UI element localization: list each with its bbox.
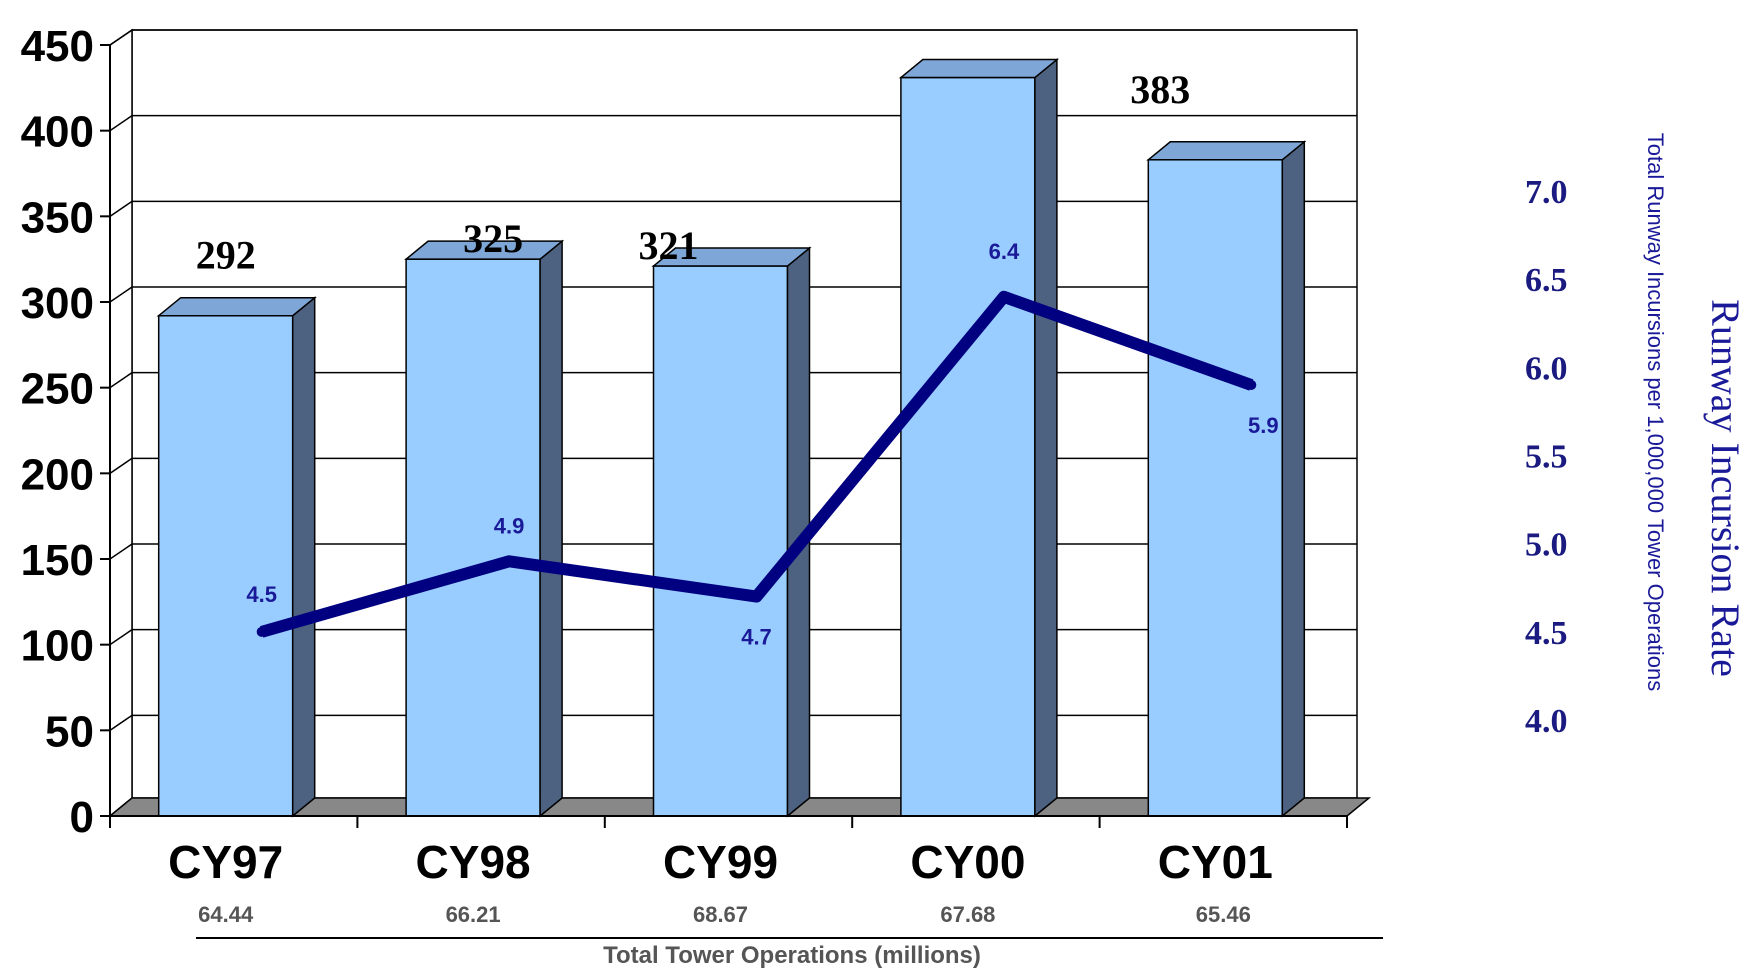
bar-front — [405, 258, 541, 817]
bar-front — [1147, 159, 1284, 817]
left-tick-label: 100 — [21, 622, 94, 671]
tower-operations-value: 64.44 — [198, 902, 254, 927]
category-label: CY97 — [168, 836, 283, 888]
tower-operations-value: 68.67 — [693, 902, 748, 927]
left-tick-label: 400 — [21, 108, 94, 157]
bar-value-label: 383 — [1130, 67, 1190, 112]
bar-cy98 — [403, 239, 565, 818]
left-tick-label: 150 — [21, 536, 94, 585]
bar-front — [652, 265, 789, 817]
right-axis-subtitle: Total Runway Incursions per 1,000,000 To… — [1643, 133, 1668, 691]
right-axis-title: Runway Incursion Rate — [1703, 299, 1748, 677]
rate-line — [256, 290, 1257, 638]
bar-front — [157, 314, 294, 817]
bar-top — [403, 240, 565, 260]
bar-side — [291, 296, 316, 818]
right-tick-label: 6.5 — [1525, 262, 1568, 299]
bars — [156, 57, 1307, 818]
left-tick-label: 300 — [21, 279, 94, 328]
right-tick-label: 7.0 — [1525, 174, 1568, 211]
tower-operations-title: Total Tower Operations (millions) — [603, 942, 981, 969]
category-label: CY00 — [910, 836, 1025, 888]
rate-point — [256, 626, 267, 637]
category-label: CY01 — [1158, 836, 1273, 888]
right-tick-label: 5.0 — [1525, 527, 1568, 564]
bar-cy99 — [651, 246, 812, 818]
rate-value-label: 4.7 — [741, 625, 772, 650]
bar-cy00 — [898, 57, 1060, 818]
rate-point — [504, 556, 515, 567]
gridline-side — [109, 29, 133, 46]
rate-point — [998, 291, 1009, 302]
rate-value-label: 4.5 — [246, 582, 277, 607]
right-tick-label: 4.5 — [1525, 615, 1568, 652]
left-tick-label: 200 — [21, 450, 94, 499]
gridline-side — [109, 372, 133, 389]
left-tick-label: 0 — [70, 793, 94, 842]
bar-side — [1281, 140, 1306, 818]
category-label: CY99 — [663, 836, 778, 888]
tower-operations-value: 65.46 — [1196, 902, 1251, 927]
bar-top — [898, 58, 1060, 79]
gridline-side — [109, 629, 133, 646]
gridline-side — [109, 543, 133, 560]
category-label: CY98 — [416, 836, 531, 888]
bar-side — [539, 239, 563, 818]
rate-value-label: 6.4 — [989, 239, 1020, 264]
tower-operations-value: 66.21 — [446, 902, 501, 927]
x-axis: CY97 64.44 CY98 66.21 CY99 68.67 CY00 67.68 CY01… — [109, 815, 1383, 939]
left-tick-label: 250 — [21, 365, 94, 414]
bar-front — [900, 76, 1036, 817]
plot-side-wall — [109, 28, 133, 818]
gridline-side — [109, 200, 133, 217]
rate-point — [1246, 379, 1257, 390]
gridline-side — [109, 714, 133, 731]
rate-value-label: 5.9 — [1248, 413, 1279, 438]
data-labels: 2923253214313834.54.94.76.45.9 — [196, 67, 1279, 650]
axis-titles: Runway Incursion Rate Total Runway Incur… — [603, 133, 1748, 969]
bar-cy97 — [156, 296, 317, 818]
tower-operations-value: 67.68 — [940, 902, 995, 927]
bar-value-label: 321 — [639, 223, 699, 268]
gridline-side — [109, 286, 133, 303]
right-tick-label: 5.5 — [1525, 439, 1568, 476]
bar-side — [1034, 57, 1058, 818]
right-tick-label: 4.0 — [1525, 703, 1568, 740]
bar-cy01 — [1146, 140, 1307, 818]
bar-value-label: 292 — [196, 233, 256, 278]
bar-top — [651, 247, 812, 267]
gridline-side — [109, 115, 133, 132]
bar-value-label: 325 — [463, 216, 523, 261]
bar-top — [1146, 141, 1307, 161]
left-tick-label: 350 — [21, 193, 94, 242]
left-tick-label: 50 — [45, 707, 94, 756]
rate-point — [751, 591, 762, 602]
right-axis: 4.0 4.5 5.0 5.5 6.0 6.5 7.0 — [1525, 174, 1568, 740]
left-tick-label: 450 — [21, 22, 94, 71]
left-axis: 0 50 100 150 200 250 300 350 400 450 — [21, 22, 111, 842]
right-tick-label: 6.0 — [1525, 350, 1568, 387]
gridline-side — [109, 457, 133, 474]
bar-top — [156, 296, 317, 317]
rate-value-label: 4.9 — [494, 513, 525, 538]
